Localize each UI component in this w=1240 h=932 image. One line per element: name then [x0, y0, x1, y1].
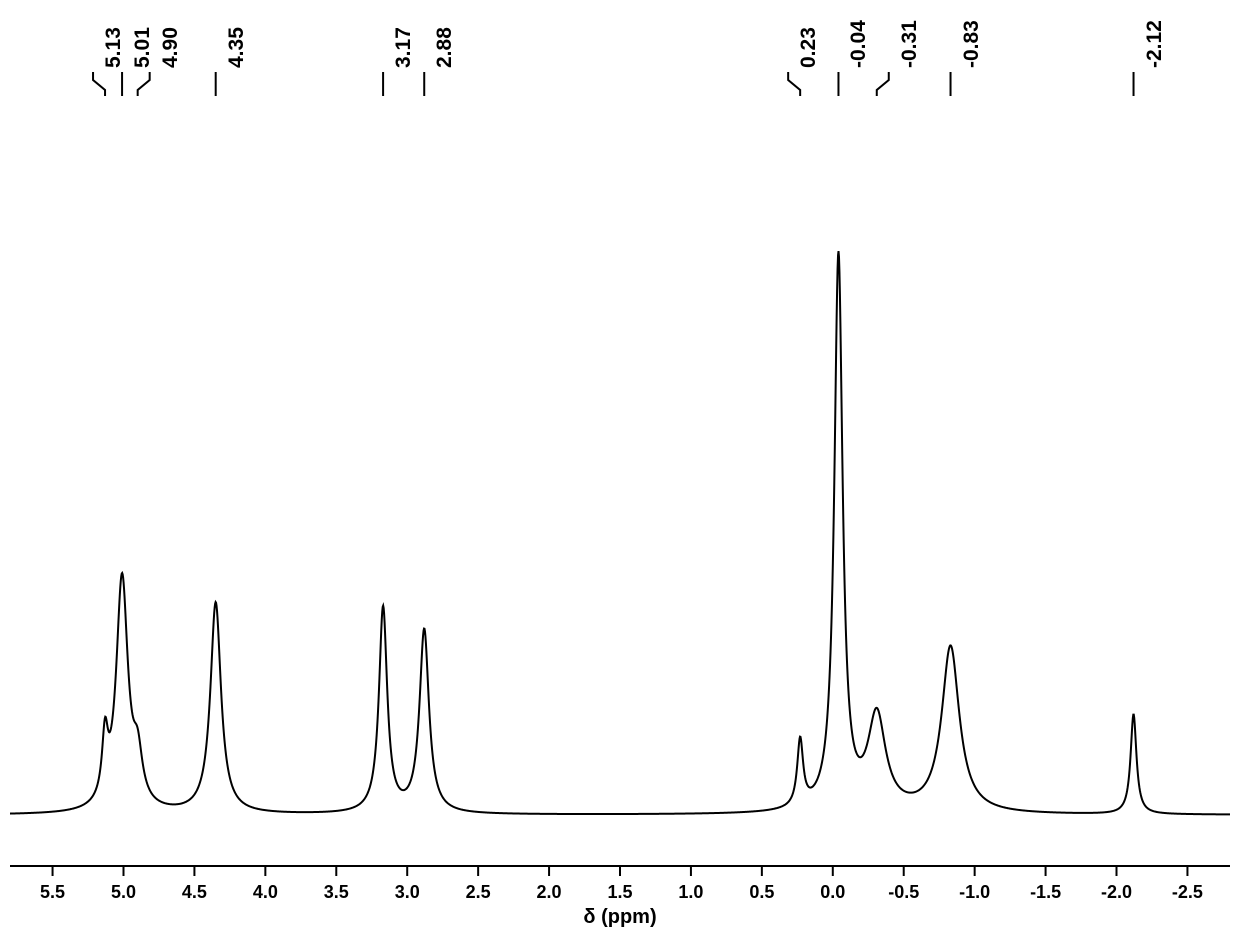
peak-label: 5.13 — [102, 27, 126, 68]
nmr-spectrum-chart: 5.5 5.0 4.5 4.0 3.5 3.0 2.5 2.0 1.5 1.0 0.5 0.0 -0.5… — [0, 0, 1240, 932]
x-tick-label: -1.0 — [959, 882, 990, 903]
peak-label: -0.31 — [898, 20, 922, 68]
peak-label: -0.83 — [960, 20, 984, 68]
peak-label: -0.04 — [847, 20, 871, 68]
x-tick-label: -0.5 — [888, 882, 919, 903]
peak-drop-marker — [788, 72, 800, 96]
spectrum-svg — [0, 0, 1240, 932]
x-tick-label: 0.0 — [820, 882, 845, 903]
peak-drop-marker — [138, 72, 150, 96]
x-tick-label: 4.0 — [253, 882, 278, 903]
spectrum-trace — [10, 251, 1230, 814]
x-tick-label: 2.0 — [537, 882, 562, 903]
x-tick-label: 1.5 — [607, 882, 632, 903]
peak-label: 5.01 — [131, 27, 155, 68]
peak-label: 4.35 — [225, 27, 249, 68]
x-tick-label: 2.5 — [466, 882, 491, 903]
peak-drop-marker — [877, 72, 889, 96]
x-tick-label: 1.0 — [678, 882, 703, 903]
x-axis-title: δ (ppm) — [583, 906, 656, 929]
x-tick-label: -2.5 — [1172, 882, 1203, 903]
x-tick-label: 5.5 — [40, 882, 65, 903]
x-tick-label: 5.0 — [111, 882, 136, 903]
peak-label: 3.17 — [392, 27, 416, 68]
x-tick-label: -2.0 — [1101, 882, 1132, 903]
peak-label: -2.12 — [1143, 20, 1167, 68]
peak-label: 2.88 — [433, 27, 457, 68]
peak-label: 0.23 — [797, 27, 821, 68]
x-tick-label: 3.0 — [395, 882, 420, 903]
x-tick-label: 0.5 — [749, 882, 774, 903]
x-tick-label: 3.5 — [324, 882, 349, 903]
peak-label: 4.90 — [159, 27, 183, 68]
x-tick-label: 4.5 — [182, 882, 207, 903]
x-tick-label: -1.5 — [1030, 882, 1061, 903]
peak-drop-marker — [93, 72, 105, 96]
